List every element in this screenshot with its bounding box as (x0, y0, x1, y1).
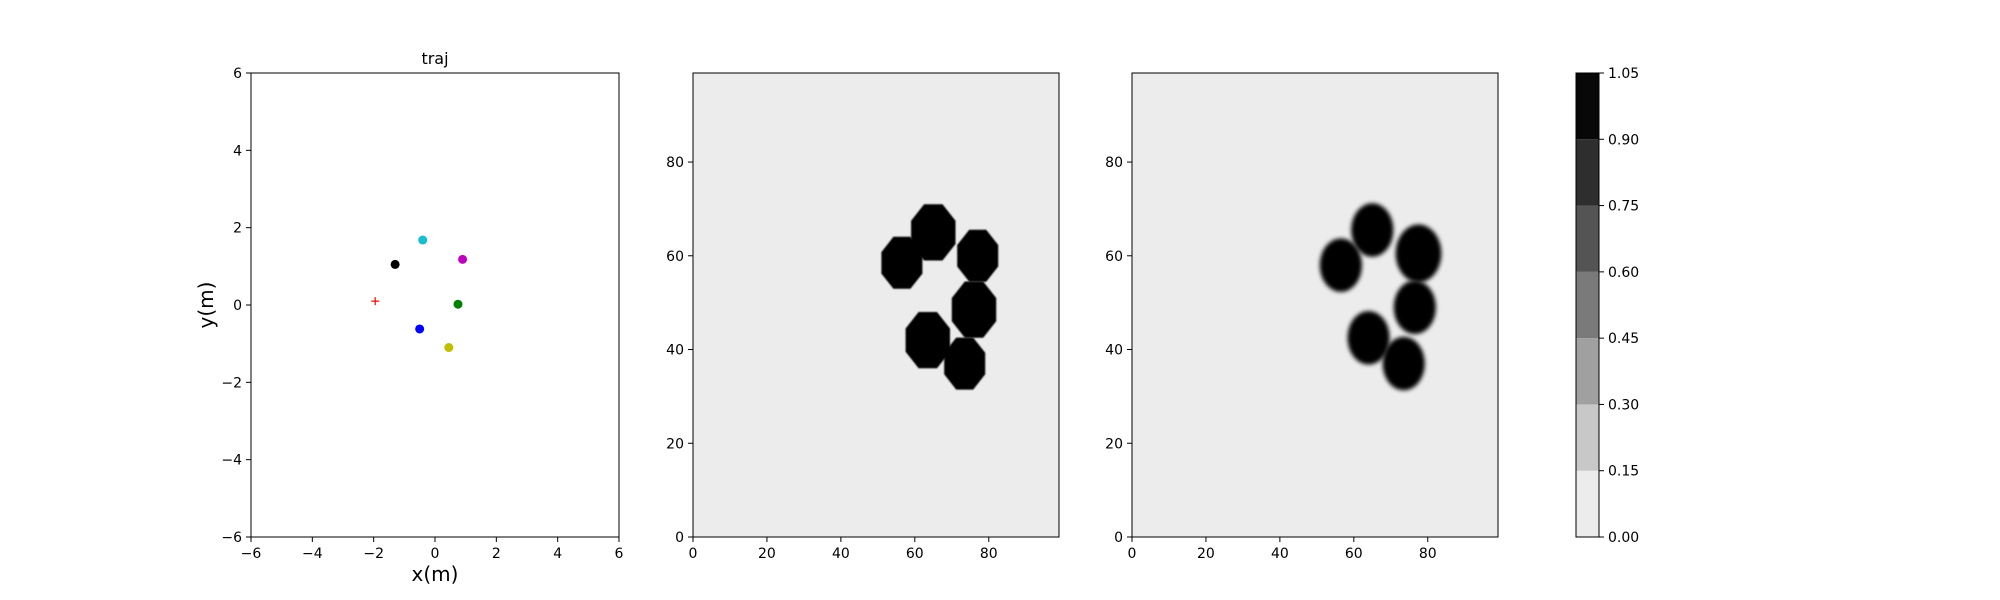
trajectory-x-tick-label: 0 (431, 546, 440, 562)
occupancy-map-right-y-tick-label: 60 (1105, 249, 1123, 265)
occupancy-map-right-background (1132, 73, 1498, 537)
trajectory-plot: −6 −4 −2 0 2 4 6 −6 −4 −2 0 2 4 6 traj x(m) y(m) (194, 49, 624, 586)
trajectory-x-ticks: −6 −4 −2 0 2 4 6 (241, 537, 624, 562)
occupancy-map-left-y-tick-label: 40 (666, 343, 684, 359)
occupancy-map-right-y-ticks: 0 20 40 60 80 (1105, 155, 1132, 546)
trajectory-x-tick-label: 6 (615, 546, 624, 562)
trajectory-x-tick-label: 4 (553, 546, 562, 562)
colorbar: 0.00 0.15 0.30 0.45 0.60 0.75 0.90 1.05 (1575, 66, 1639, 546)
colorbar-tick-label: 0.90 (1608, 132, 1639, 148)
colorbar-band (1576, 205, 1599, 272)
trajectory-x-tick-label: 2 (492, 546, 501, 562)
point-green (453, 299, 463, 309)
colorbar-band (1576, 404, 1599, 471)
colorbar-ticks: 0.00 0.15 0.30 0.45 0.60 0.75 0.90 1.05 (1599, 66, 1639, 546)
point-target (371, 297, 380, 306)
colorbar-tick-label: 0.75 (1608, 199, 1639, 215)
occupancy-map-left: 0 20 40 60 80 0 20 40 60 80 (666, 72, 1060, 562)
trajectory-title: traj (421, 49, 448, 68)
occupancy-map-left-x-ticks: 0 20 40 60 80 (689, 537, 998, 562)
occupancy-map-left-blobs (881, 204, 999, 390)
trajectory-x-tick-label: −6 (241, 546, 262, 562)
occupancy-map-left-background (693, 73, 1059, 537)
colorbar-tick-label: 0.45 (1608, 331, 1639, 347)
obstacle-blob (957, 229, 999, 282)
colorbar-tick-label: 0.15 (1608, 464, 1639, 480)
occupancy-map-left-x-tick-label: 40 (832, 546, 850, 562)
colorbar-tick-label: 0.60 (1608, 265, 1639, 281)
obstacle-blob (1319, 238, 1362, 292)
obstacle-blob (911, 204, 956, 261)
trajectory-points (371, 235, 468, 353)
colorbar-band (1576, 73, 1599, 140)
occupancy-map-right-x-tick-label: 80 (1419, 546, 1437, 562)
colorbar-tick-label: 0.00 (1608, 530, 1639, 546)
colorbar-tick-label: 1.05 (1608, 66, 1639, 82)
occupancy-map-left-x-tick-label: 80 (980, 546, 998, 562)
occupancy-map-right-y-tick-label: 20 (1105, 436, 1123, 452)
occupancy-map-left-y-tick-label: 80 (666, 155, 684, 171)
colorbar-band (1576, 271, 1599, 339)
occupancy-map-right-y-tick-label: 80 (1105, 155, 1123, 171)
trajectory-y-tick-label: 4 (233, 143, 242, 159)
colorbar-frame (1575, 72, 1600, 538)
obstacle-blob (881, 236, 923, 289)
occupancy-map-left-x-tick-label: 0 (689, 546, 698, 562)
obstacle-blob (944, 337, 986, 390)
trajectory-y-axis-label: y(m) (194, 282, 218, 329)
colorbar-band (1576, 338, 1599, 405)
occupancy-map-right-frame (1131, 72, 1499, 538)
colorbar-band (1576, 139, 1599, 206)
obstacle-blob (905, 312, 950, 369)
occupancy-map-left-x-tick-label: 60 (906, 546, 924, 562)
trajectory-x-tick-label: −4 (302, 546, 323, 562)
occupancy-map-left-y-tick-label: 20 (666, 436, 684, 452)
trajectory-y-tick-label: 2 (233, 221, 242, 237)
trajectory-y-tick-label: −4 (221, 453, 242, 469)
obstacle-blob (1347, 311, 1390, 365)
obstacle-blob (1393, 280, 1436, 335)
trajectory-x-axis-label: x(m) (412, 562, 459, 586)
occupancy-map-right-x-tick-label: 40 (1271, 546, 1289, 562)
trajectory-plot-background (251, 73, 619, 537)
occupancy-map-left-frame (692, 72, 1060, 538)
occupancy-map-left-y-tick-label: 60 (666, 249, 684, 265)
occupancy-map-right: 0 20 40 60 80 0 20 40 60 80 (1105, 72, 1499, 562)
obstacle-blob (951, 281, 997, 338)
point-black (390, 259, 400, 269)
occupancy-map-right-y-tick-label: 0 (1114, 530, 1123, 546)
colorbar-tick-label: 0.30 (1608, 397, 1639, 413)
trajectory-y-tick-label: 0 (233, 298, 242, 314)
point-cyan (418, 235, 428, 245)
trajectory-y-tick-label: −6 (221, 530, 242, 546)
colorbar-band (1576, 470, 1599, 537)
point-olive (444, 343, 454, 353)
occupancy-map-right-x-tick-label: 0 (1128, 546, 1137, 562)
occupancy-map-left-y-ticks: 0 20 40 60 80 (666, 155, 693, 546)
trajectory-x-tick-label: −2 (363, 546, 384, 562)
obstacle-blob (1351, 203, 1394, 257)
obstacle-blob (1382, 336, 1425, 391)
trajectory-y-tick-label: 6 (233, 66, 242, 82)
occupancy-map-right-x-tick-label: 20 (1197, 546, 1215, 562)
occupancy-map-left-y-tick-label: 0 (675, 530, 684, 546)
point-magenta (458, 254, 468, 264)
obstacle-blob (1395, 224, 1442, 283)
occupancy-map-right-x-tick-label: 60 (1345, 546, 1363, 562)
colorbar-bands (1576, 73, 1599, 537)
trajectory-y-ticks: −6 −4 −2 0 2 4 6 (221, 66, 251, 546)
point-blue (415, 324, 425, 334)
occupancy-map-right-y-tick-label: 40 (1105, 343, 1123, 359)
occupancy-map-right-blobs (1319, 203, 1442, 391)
trajectory-y-tick-label: −2 (221, 375, 242, 391)
occupancy-map-right-x-ticks: 0 20 40 60 80 (1128, 537, 1437, 562)
occupancy-map-left-x-tick-label: 20 (758, 546, 776, 562)
